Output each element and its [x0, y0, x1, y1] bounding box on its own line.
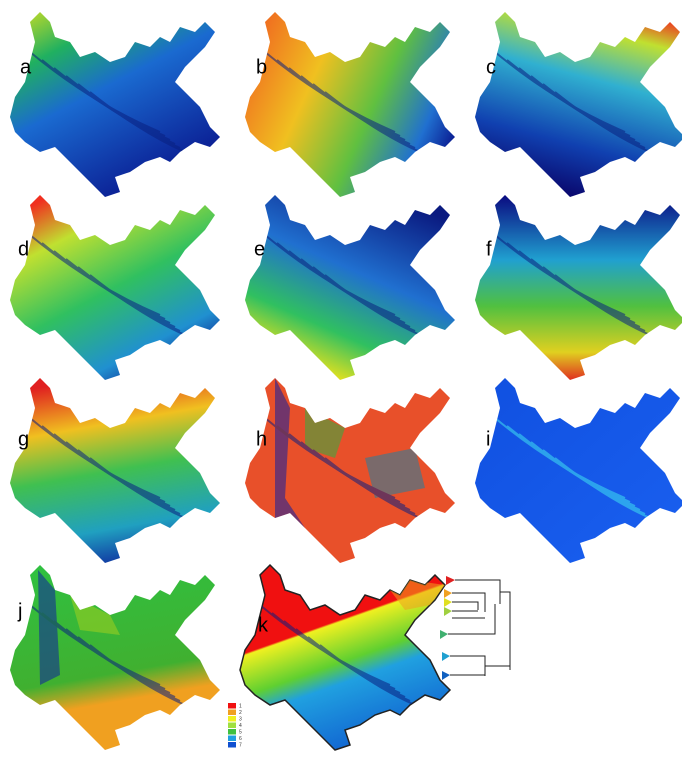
- map-shape: [475, 195, 682, 380]
- panel-label: e: [254, 238, 265, 260]
- legend-swatch: [228, 716, 236, 722]
- map-panel: [240, 565, 450, 750]
- dendrogram-leaf: [446, 576, 455, 585]
- figure: 1234567 a b c d e f g h i j k: [0, 0, 682, 759]
- dendrogram: [440, 576, 510, 680]
- legend-label: 7: [239, 742, 242, 748]
- dendrogram-branches: [448, 580, 510, 676]
- map-shape: [475, 378, 682, 563]
- panel-label: d: [18, 238, 29, 260]
- legend-swatch: [228, 703, 236, 709]
- map-panel: [10, 378, 220, 563]
- legend-swatch: [228, 736, 236, 742]
- map-panel: [475, 195, 682, 380]
- panel-label: f: [486, 238, 492, 260]
- dendrogram-leaf: [444, 589, 452, 598]
- map-panel: [475, 378, 682, 563]
- legend-label: 4: [239, 723, 242, 729]
- panel-label: h: [256, 428, 267, 450]
- dendrogram-leaf: [444, 607, 452, 616]
- map-panel: [475, 12, 682, 197]
- map-shape: [10, 378, 220, 563]
- panel-label: i: [486, 428, 490, 450]
- map-shape: [10, 12, 220, 197]
- dendrogram-leaf: [442, 671, 450, 680]
- map-panel: [245, 378, 455, 563]
- map-shape: [245, 12, 455, 197]
- panel-label: j: [17, 600, 22, 622]
- legend-swatch: [228, 710, 236, 716]
- map-shape: [10, 195, 220, 380]
- dendrogram-leaf: [444, 598, 452, 607]
- legend-swatch: [228, 723, 236, 729]
- panel-label: b: [256, 56, 267, 78]
- dendrogram-leaf: [440, 630, 448, 639]
- legend-label: 2: [239, 710, 242, 716]
- legend-swatch: [228, 742, 236, 748]
- panel-label: g: [18, 428, 29, 450]
- panel-label: a: [20, 56, 32, 78]
- legend-label: 6: [239, 736, 242, 742]
- legend-swatch: [228, 729, 236, 735]
- map-shape: [245, 195, 455, 380]
- legend-label: 5: [239, 729, 242, 735]
- legend-label: 1: [239, 703, 242, 709]
- map-panels: [10, 12, 682, 750]
- map-shape: [475, 12, 682, 197]
- map-region: [38, 570, 60, 685]
- map-panel: [10, 12, 220, 197]
- map-panel: [245, 195, 455, 380]
- legend-label: 3: [239, 716, 242, 722]
- map-panel: [10, 195, 220, 380]
- dendrogram-leaf: [442, 652, 450, 661]
- map-panel: [245, 12, 455, 197]
- map-panel: [10, 565, 220, 750]
- panel-label: c: [486, 56, 496, 78]
- panel-label: k: [258, 614, 269, 636]
